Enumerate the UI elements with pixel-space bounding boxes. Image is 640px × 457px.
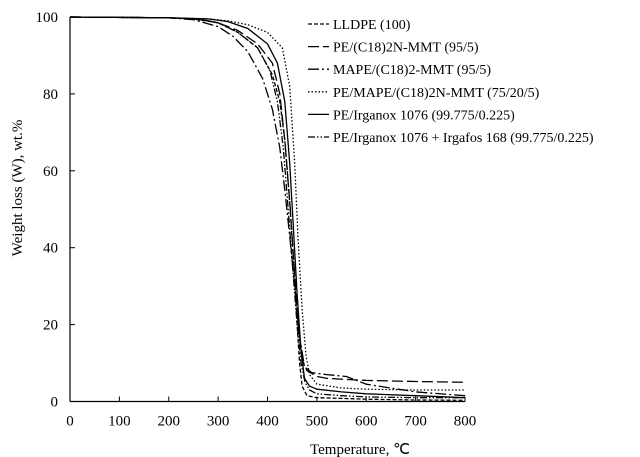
- y-tick-label: 100: [36, 10, 59, 26]
- series-line-4: [69, 16, 465, 391]
- legend-label: MAPE/(C18)2-MMT (95/5): [333, 63, 491, 78]
- x-tick-label: 700: [404, 414, 427, 430]
- y-tick-label: 20: [43, 318, 58, 334]
- x-tick-label: 300: [207, 414, 230, 430]
- y-tick-label: 60: [43, 164, 58, 180]
- series-line-3: [69, 16, 466, 397]
- series-lines: [69, 16, 466, 401]
- series-line-6: [69, 16, 465, 399]
- x-tick-label: 600: [355, 414, 378, 430]
- y-ticks: 0 20 40 60 80 100: [36, 10, 75, 411]
- x-tick-label: 100: [108, 414, 131, 430]
- y-tick-label: 40: [43, 241, 58, 257]
- x-tick-label: 0: [66, 414, 74, 430]
- legend-label: PE/Irganox 1076 (99.775/0.225): [333, 108, 515, 123]
- legend-label: PE/MAPE/(C18)2N-MMT (75/20/5): [333, 86, 540, 101]
- legend-label: LLDPE (100): [333, 18, 411, 33]
- x-tick-label: 500: [306, 414, 329, 430]
- x-tick-label: 400: [256, 414, 279, 430]
- series-line-2: [69, 16, 466, 383]
- legend: LLDPE (100) PE/(C18)2N-MMT (95/5) MAPE/(C1…: [308, 18, 594, 146]
- legend-label: PE/(C18)2N-MMT (95/5): [333, 41, 479, 56]
- y-tick-label: 80: [43, 87, 58, 103]
- series-line-5: [69, 16, 466, 399]
- y-axis-title: Weight loss (W), wt.%: [10, 120, 26, 257]
- x-tick-label: 800: [454, 414, 477, 430]
- y-tick-label: 0: [51, 395, 59, 411]
- x-tick-label: 200: [158, 414, 181, 430]
- legend-label: PE/Irganox 1076 + Irgafos 168 (99.775/0.…: [333, 131, 594, 146]
- x-axis-title: Temperature, ℃: [310, 442, 410, 457]
